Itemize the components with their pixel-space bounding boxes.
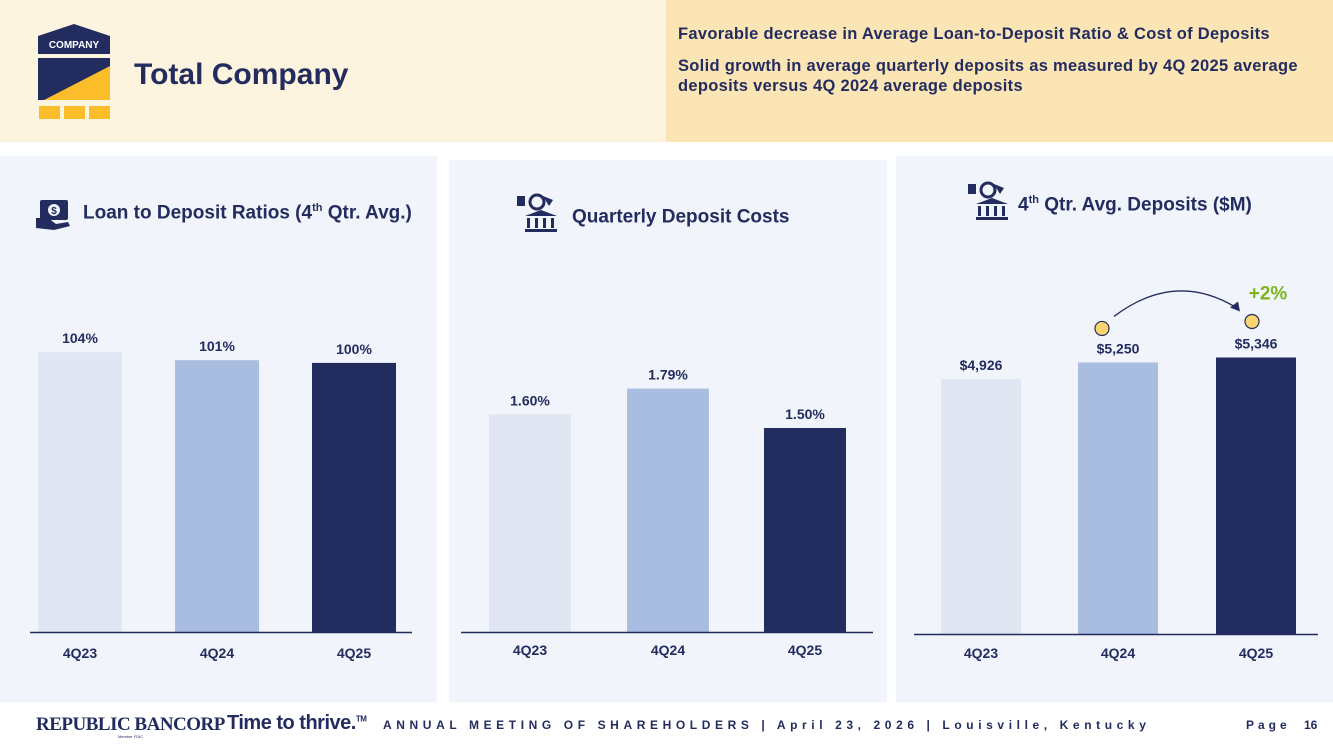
chart-avg-deposits: $4,926 4Q23 $5,250 4Q24 $5,346 4Q25 +2%: [914, 283, 1318, 661]
chart-loan-to-deposit: 104% 4Q23 101% 4Q24 100% 4Q25: [30, 330, 412, 661]
money-hand-icon: $: [36, 200, 70, 230]
category-label: 4Q23: [964, 645, 998, 661]
data-label: $4,926: [960, 357, 1003, 373]
data-label: 1.50%: [785, 406, 825, 422]
meeting-info: ANNUAL MEETING OF SHAREHOLDERS | April 2…: [383, 718, 1151, 732]
growth-arrow: [1113, 290, 1237, 317]
tagline: Time to thrive.TM: [227, 712, 367, 734]
panel-title-deposit-costs: Quarterly Deposit Costs: [572, 206, 790, 228]
data-label: 1.60%: [510, 392, 550, 408]
page-title: Total Company: [134, 58, 349, 91]
svg-text:$: $: [51, 206, 57, 217]
bar-4q23: [38, 352, 122, 632]
bar-4q24: [1078, 362, 1158, 634]
panel-title-avg-deposits: 4th Qtr. Avg. Deposits ($M): [1018, 194, 1252, 216]
bar-4q25: [312, 362, 396, 632]
data-label: 100%: [336, 341, 372, 357]
panel-title-loan-to-deposit: Loan to Deposit Ratios (4th Qtr. Avg.): [83, 202, 412, 224]
growth-arrowhead: [1230, 301, 1240, 312]
highlight-1: Favorable decrease in Average Loan-to-De…: [678, 25, 1270, 43]
chart-deposit-costs: 1.60% 4Q23 1.79% 4Q24 1.50% 4Q25: [461, 367, 873, 658]
bank-deposit-icon: [517, 193, 557, 232]
category-label: 4Q24: [651, 642, 685, 658]
brand-subtext: Member FDIC: [118, 734, 144, 739]
category-label: 4Q25: [337, 645, 371, 661]
data-label: 101%: [199, 338, 235, 354]
logo-label: COMPANY: [49, 40, 100, 51]
header-highlights-band: [666, 0, 1333, 142]
bank-deposit-icon: [968, 181, 1008, 220]
coin-marker: [1244, 313, 1260, 330]
footer: REPUBLIC BANCORP Member FDIC Time to thr…: [0, 702, 1333, 749]
category-label: 4Q24: [1101, 645, 1135, 661]
page-label: Page: [1246, 718, 1291, 732]
bar-4q23: [941, 379, 1021, 634]
category-label: 4Q23: [63, 645, 97, 661]
brand-name: REPUBLIC BANCORP: [36, 714, 225, 735]
data-label: 104%: [62, 330, 98, 346]
company-logo: COMPANY: [38, 24, 110, 119]
highlights: Favorable decrease in Average Loan-to-De…: [678, 24, 1318, 108]
page-number: 16: [1304, 718, 1318, 732]
data-label: $5,346: [1235, 335, 1278, 351]
bar-4q24: [627, 388, 709, 632]
panel-loan-to-deposit: $ Loan to Deposit Ratios (4th Qtr. Avg.)…: [0, 156, 437, 702]
data-label: 1.79%: [648, 367, 688, 383]
panel-deposit-costs: Quarterly Deposit Costs 1.60% 4Q23 1.79% 4Q…: [449, 160, 887, 706]
panel-avg-deposits: 4th Qtr. Avg. Deposits ($M) $4,926 4Q23 $5…: [896, 156, 1333, 702]
highlight-2: Solid growth in average quarterly deposi…: [678, 57, 1298, 95]
bar-4q23: [489, 414, 571, 632]
bar-4q25: [764, 428, 846, 632]
bar-4q25: [1216, 357, 1296, 634]
category-label: 4Q23: [513, 642, 547, 658]
category-label: 4Q25: [788, 642, 822, 658]
data-label: $5,250: [1097, 340, 1140, 356]
growth-annotation: +2%: [1249, 283, 1288, 304]
category-label: 4Q24: [200, 645, 234, 661]
category-label: 4Q25: [1239, 645, 1273, 661]
coin-marker: [1094, 320, 1110, 337]
bar-4q24: [175, 360, 259, 632]
